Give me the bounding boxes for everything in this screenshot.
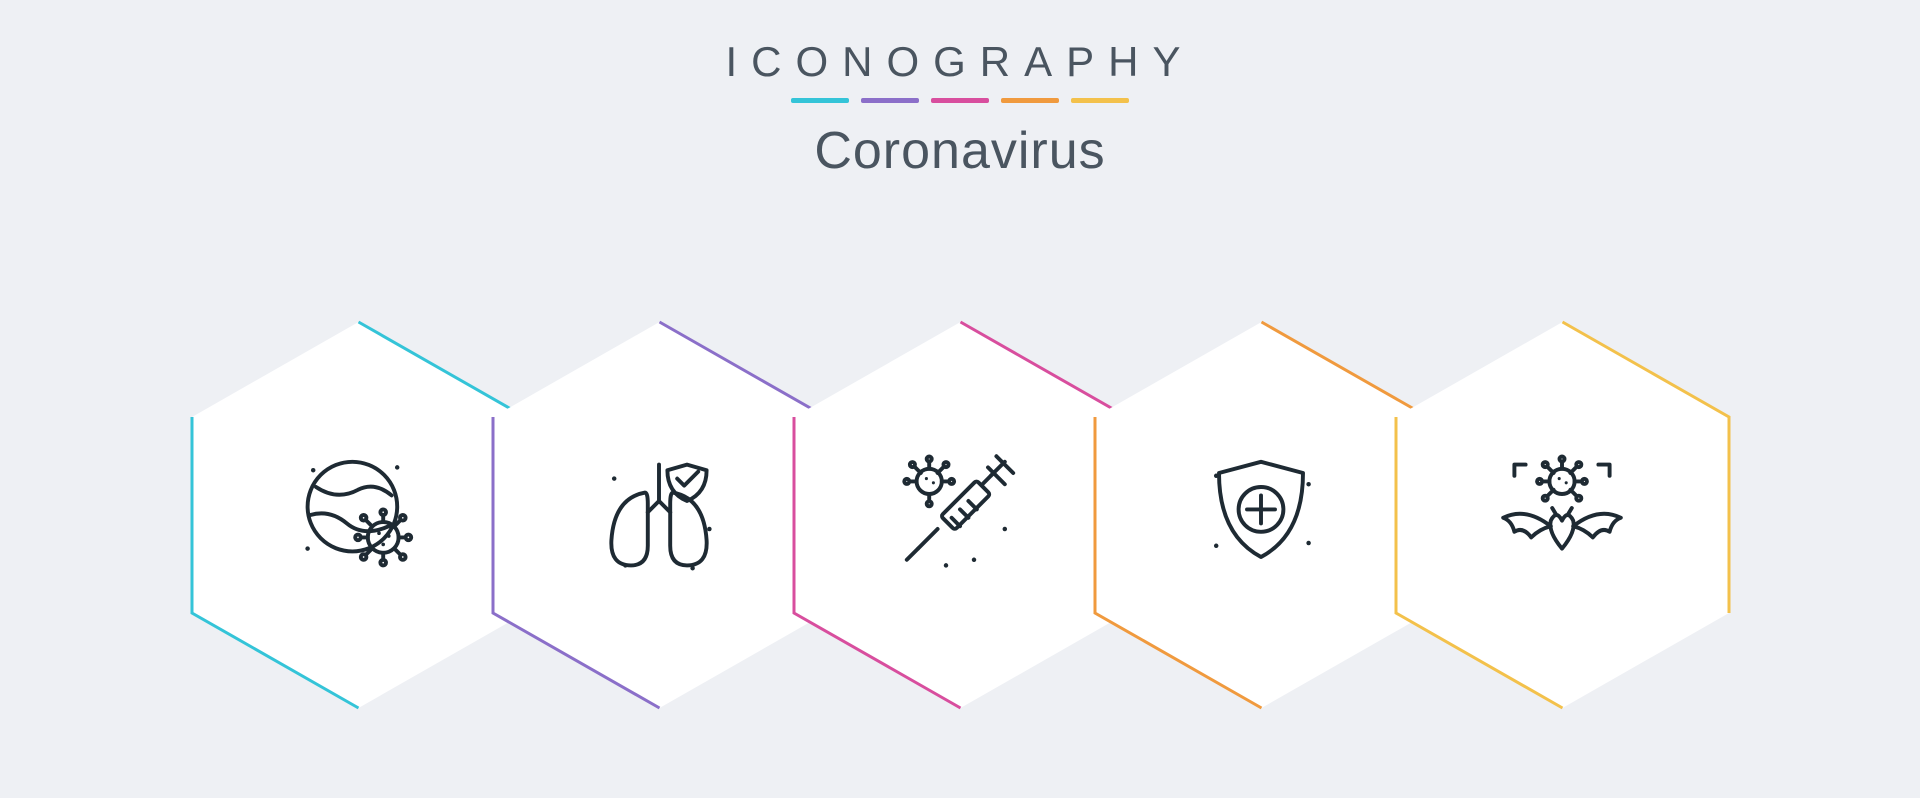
shield-cross-icon	[1191, 445, 1331, 585]
hex-tile	[186, 316, 531, 714]
hex-tile	[1390, 316, 1735, 714]
header: ICONOGRAPHY Coronavirus	[0, 0, 1920, 181]
icon-row	[0, 255, 1920, 775]
underline-seg	[931, 98, 989, 103]
underline-seg	[1001, 98, 1059, 103]
brand-title: ICONOGRAPHY	[0, 38, 1920, 86]
subtitle: Coronavirus	[0, 121, 1920, 181]
hex-tile	[487, 316, 832, 714]
underline-seg	[861, 98, 919, 103]
bat-virus-icon	[1492, 445, 1632, 585]
hex-tile	[788, 316, 1133, 714]
underline-seg	[1071, 98, 1129, 103]
underline-group	[0, 98, 1920, 103]
globe-virus-icon	[288, 445, 428, 585]
underline-seg	[791, 98, 849, 103]
hex-tile	[1089, 316, 1434, 714]
lungs-shield-icon	[589, 445, 729, 585]
syringe-virus-icon	[890, 445, 1030, 585]
